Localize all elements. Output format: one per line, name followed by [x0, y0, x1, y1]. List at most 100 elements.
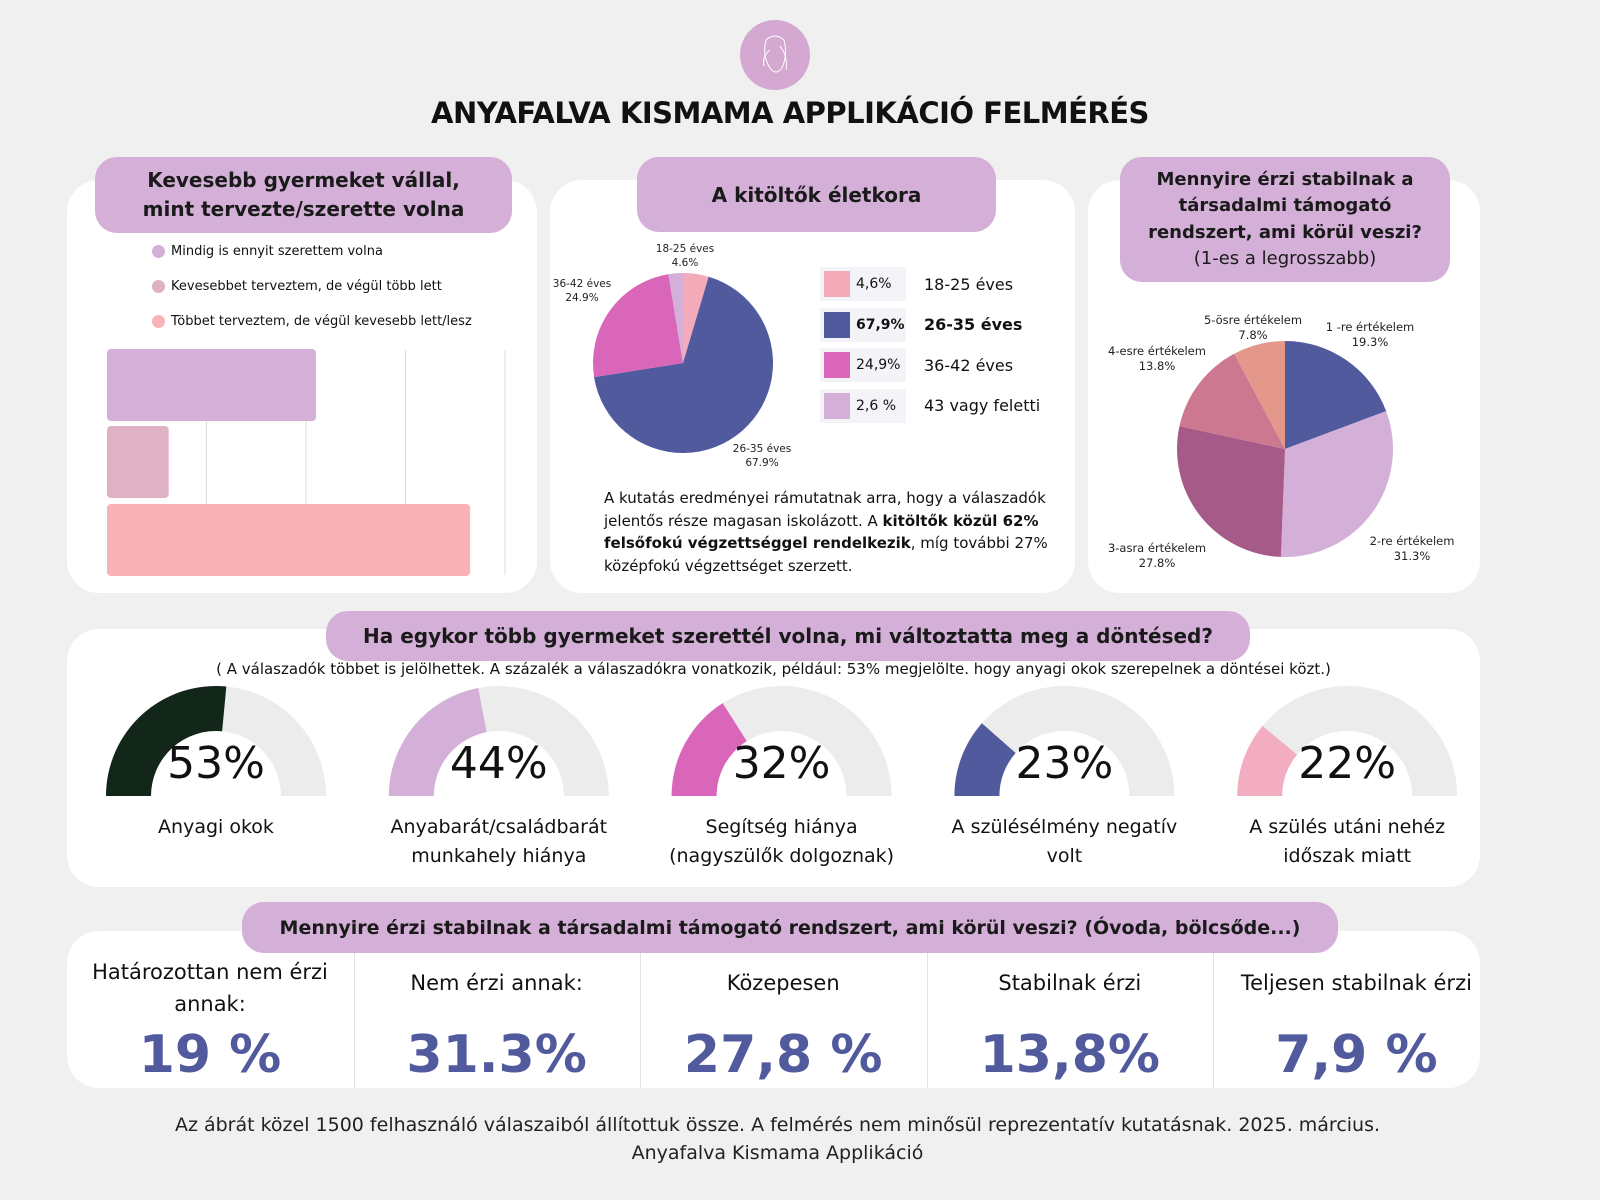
- pie-slice: [1179, 353, 1285, 449]
- gauge-track: [954, 686, 1175, 796]
- legend-dot: [152, 315, 165, 328]
- gauge-label: A szülésélmény negatív volt: [951, 816, 1178, 867]
- gauge-track: [1237, 686, 1458, 796]
- gauge-fill: [388, 687, 487, 796]
- slice-name: 36-42 éves: [552, 278, 612, 290]
- age-legend-row: 4,6% 18-25 éves: [820, 267, 1013, 301]
- gauge-label: Anyabarát/családbarát munkahely hiánya: [390, 816, 608, 867]
- pie-slice: [668, 273, 683, 363]
- gauge-label: A szülés utáni nehéz időszak miatt: [1249, 816, 1446, 867]
- pie-slice-label: 36-42 éves 24.9%: [537, 278, 627, 305]
- stability-label: Nem érzi annak:: [410, 971, 583, 995]
- stability-value: 7,9 %: [1275, 1025, 1438, 1085]
- pie-slice-label: 4-esre értékelem 13.8%: [1097, 344, 1217, 374]
- rating-chart-title: Mennyire érzi stabilnak a társadalmi tám…: [1120, 157, 1450, 282]
- mother-child-icon: [763, 35, 787, 73]
- gauge-fill: [671, 703, 747, 796]
- slice-name: 4-esre értékelem: [1108, 344, 1206, 358]
- slice-name: 18-25 éves: [655, 243, 715, 255]
- stability-column: Határozottan nem érzi annak: 19 %: [67, 945, 353, 1085]
- stability-label: Határozottan nem érzi annak:: [92, 960, 328, 1016]
- bar: [107, 504, 471, 576]
- slice-value: 13.8%: [1138, 358, 1176, 373]
- legend-age-label: 26-35 éves: [924, 315, 1023, 334]
- pie-slice-label: 26-35 éves 67.9%: [717, 443, 807, 470]
- stability-label: Teljesen stabilnak érzi: [1240, 971, 1472, 995]
- legend-item: Kevesebbet terveztem, de végül több lett: [152, 279, 442, 294]
- gauge-label: Anyagi okok: [158, 816, 274, 838]
- gauge-fill: [106, 685, 227, 796]
- bar: [107, 349, 316, 421]
- pie-slice: [1234, 341, 1285, 449]
- legend-label: Többet terveztem, de végül kevesebb lett…: [171, 314, 472, 329]
- legend-item: Többet terveztem, de végül kevesebb lett…: [152, 314, 472, 329]
- slice-name: 5-ösre értékelem: [1203, 313, 1303, 327]
- gauge-label: Segítség hiánya (nagyszülők dolgoznak): [669, 816, 895, 867]
- legend-dot: [152, 245, 165, 258]
- column-divider: [353, 953, 355, 1088]
- gauge-value: 23%: [1015, 738, 1114, 789]
- stability-column: Teljesen stabilnak érzi 7,9 %: [1213, 945, 1499, 1085]
- legend-percent: 2,6 %: [856, 397, 897, 414]
- stability-title: Mennyire érzi stabilnak a társadalmi tám…: [242, 902, 1338, 953]
- column-divider: [1213, 953, 1215, 1088]
- gauge-value: 22%: [1298, 738, 1397, 789]
- legend-label: Mindig is ennyit szerettem volna: [171, 244, 383, 259]
- age-chart-title: A kitöltők életkora: [637, 157, 996, 232]
- pie-slice-label: 2-re értékelem 31.3%: [1352, 534, 1472, 564]
- age-legend-box: 24,9%: [820, 348, 906, 382]
- slice-value: 24.9%: [565, 291, 599, 304]
- pie-slice: [592, 274, 683, 378]
- gauge-fill: [1237, 725, 1298, 796]
- pie-slice-label: 5-ösre értékelem 7.8%: [1193, 313, 1313, 343]
- bar-chart-title: Kevesebb gyermeket vállal, mint tervezte…: [95, 157, 512, 233]
- legend-dot: [152, 280, 165, 293]
- slice-value: 19.3%: [1351, 334, 1389, 349]
- legend-swatch: [824, 271, 850, 297]
- legend-age-label: 36-42 éves: [924, 355, 1014, 375]
- stability-value: 27,8 %: [683, 1025, 883, 1085]
- pie-slice-label: 1 -re értékelem 19.3%: [1310, 320, 1430, 350]
- pie-slice: [1285, 341, 1387, 449]
- pie-slice: [1177, 426, 1285, 557]
- column-divider: [640, 953, 642, 1088]
- legend-age-label: 18-25 éves: [924, 274, 1014, 294]
- reasons-title: Ha egykor több gyermeket szerettél volna…: [326, 611, 1250, 661]
- slice-value: 31.3%: [1393, 548, 1431, 563]
- legend-age-label: 43 vagy feletti: [924, 396, 1041, 415]
- stability-value: 31.3%: [406, 1025, 587, 1085]
- reasons-note: ( A válaszadók többet is jelölhettek. A …: [216, 660, 1331, 678]
- gauge-value: 53%: [167, 738, 265, 789]
- pie-slice-label: 18-25 éves 4.6%: [640, 243, 730, 270]
- slice-name: 2-re értékelem: [1369, 534, 1455, 548]
- education-summary: A kutatás eredményei rámutatnak arra, ho…: [604, 489, 1048, 575]
- legend-swatch: [824, 311, 850, 338]
- rating-pie-chart: [1177, 341, 1393, 557]
- age-legend-row: 2,6 % 43 vagy feletti: [820, 388, 1041, 423]
- pie-slice: [594, 276, 773, 453]
- stability-card: [67, 931, 1480, 1088]
- stability-column: Közepesen 27,8 %: [640, 945, 926, 1085]
- footer-brand: Anyafalva Kismama Applikáció: [631, 1141, 924, 1164]
- gauge-fill: [954, 723, 1016, 796]
- logo: [740, 20, 810, 90]
- legend-swatch: [824, 352, 850, 378]
- slice-name: 3-asra értékelem: [1107, 541, 1207, 555]
- footer-note: Az ábrát közel 1500 felhasználó válaszai…: [174, 1114, 1381, 1136]
- bar: [107, 426, 169, 498]
- legend-percent: 24,9%: [856, 357, 901, 373]
- bar-chart: [107, 349, 506, 576]
- slice-name: 26-35 éves: [732, 443, 792, 455]
- gauge-value: 32%: [732, 738, 831, 789]
- age-legend-box: 4,6%: [820, 267, 906, 301]
- stability-label: Közepesen: [726, 971, 840, 995]
- gauge-charts: [106, 685, 1458, 796]
- stability-label: Stabilnak érzi: [998, 971, 1142, 995]
- stability-column: Nem érzi annak: 31.3%: [354, 945, 640, 1085]
- age-legend-row: 67,9% 26-35 éves: [820, 307, 1023, 342]
- age-pie-chart: [592, 273, 773, 453]
- pie-slice-label: 3-asra értékelem 27.8%: [1097, 541, 1217, 571]
- legend-swatch: [824, 392, 850, 419]
- column-divider: [926, 953, 928, 1088]
- stability-value: 19 %: [138, 1025, 282, 1085]
